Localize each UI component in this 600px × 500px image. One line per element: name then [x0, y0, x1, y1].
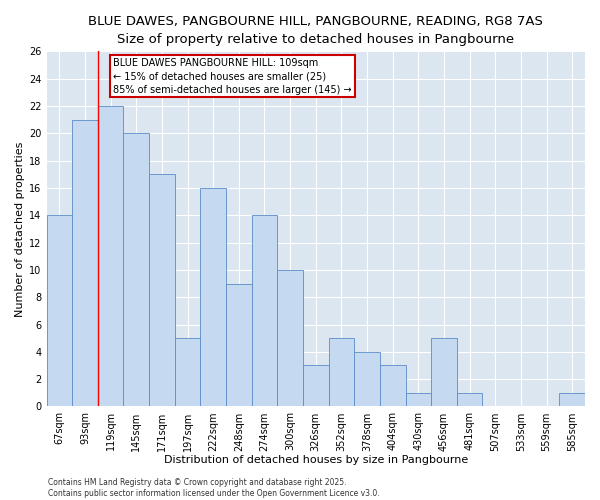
Bar — [559, 393, 585, 406]
Bar — [124, 134, 149, 406]
Bar — [431, 338, 457, 406]
Bar — [200, 188, 226, 406]
Bar — [329, 338, 354, 406]
Bar — [457, 393, 482, 406]
Bar — [406, 393, 431, 406]
Title: BLUE DAWES, PANGBOURNE HILL, PANGBOURNE, READING, RG8 7AS
Size of property relat: BLUE DAWES, PANGBOURNE HILL, PANGBOURNE,… — [88, 15, 543, 46]
Bar — [226, 284, 251, 406]
Bar — [149, 174, 175, 406]
Bar — [303, 366, 329, 406]
Bar — [72, 120, 98, 406]
Bar — [47, 215, 72, 406]
Bar — [354, 352, 380, 406]
Bar — [175, 338, 200, 406]
Bar — [98, 106, 124, 406]
Text: BLUE DAWES PANGBOURNE HILL: 109sqm
← 15% of detached houses are smaller (25)
85%: BLUE DAWES PANGBOURNE HILL: 109sqm ← 15%… — [113, 58, 352, 94]
Bar — [380, 366, 406, 406]
X-axis label: Distribution of detached houses by size in Pangbourne: Distribution of detached houses by size … — [164, 455, 468, 465]
Y-axis label: Number of detached properties: Number of detached properties — [15, 141, 25, 316]
Bar — [277, 270, 303, 406]
Text: Contains HM Land Registry data © Crown copyright and database right 2025.
Contai: Contains HM Land Registry data © Crown c… — [48, 478, 380, 498]
Bar — [251, 215, 277, 406]
